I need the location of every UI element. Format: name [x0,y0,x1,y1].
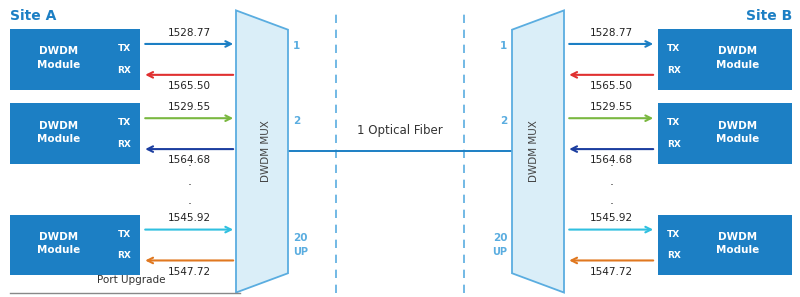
Text: 2: 2 [500,116,507,126]
Text: 1: 1 [500,41,507,51]
Polygon shape [236,10,288,293]
Text: 1529.55: 1529.55 [168,102,210,112]
Polygon shape [512,10,564,293]
Text: TX: TX [667,44,681,53]
Text: 1547.72: 1547.72 [590,267,633,277]
Text: 1545.92: 1545.92 [590,213,633,223]
FancyBboxPatch shape [658,214,792,276]
FancyBboxPatch shape [658,29,792,90]
Text: TX: TX [667,118,681,127]
Text: 2: 2 [293,116,300,126]
Text: 1 Optical Fiber: 1 Optical Fiber [357,124,443,137]
Text: 1565.50: 1565.50 [590,81,633,91]
Text: DWDM
Module: DWDM Module [37,232,81,255]
Text: DWDM MUX: DWDM MUX [529,121,539,182]
FancyBboxPatch shape [10,103,140,164]
Text: Port Upgrade: Port Upgrade [97,275,165,285]
Text: Site A: Site A [10,9,56,23]
Text: ·
·
·: · · · [610,160,614,211]
Text: RX: RX [118,140,131,149]
Text: Site B: Site B [746,9,792,23]
Text: 20: 20 [493,233,507,243]
Text: DWDM
Module: DWDM Module [716,232,760,255]
Text: UP: UP [492,247,507,257]
Text: TX: TX [118,44,131,53]
Text: 1: 1 [293,41,300,51]
Text: DWDM
Module: DWDM Module [37,46,81,69]
Text: 1547.72: 1547.72 [168,267,210,277]
Text: 1564.68: 1564.68 [590,155,633,165]
Text: 1528.77: 1528.77 [590,28,633,38]
Text: TX: TX [118,230,131,239]
Text: 1545.92: 1545.92 [168,213,210,223]
Text: 1528.77: 1528.77 [168,28,210,38]
Text: TX: TX [118,118,131,127]
Text: TX: TX [667,230,681,239]
Text: DWDM
Module: DWDM Module [37,121,81,144]
Text: 1565.50: 1565.50 [168,81,210,91]
Text: RX: RX [667,251,681,260]
Text: RX: RX [667,140,681,149]
Text: DWDM
Module: DWDM Module [716,121,760,144]
FancyBboxPatch shape [10,29,140,90]
Text: RX: RX [118,251,131,260]
Text: UP: UP [293,247,308,257]
Text: 1564.68: 1564.68 [168,155,210,165]
Text: RX: RX [118,66,131,75]
Text: RX: RX [667,66,681,75]
FancyBboxPatch shape [10,214,140,276]
Text: DWDM
Module: DWDM Module [716,46,760,69]
Text: ·
·
·: · · · [187,160,191,211]
Text: DWDM MUX: DWDM MUX [261,121,271,182]
FancyBboxPatch shape [658,103,792,164]
Text: 20: 20 [293,233,307,243]
Text: 1529.55: 1529.55 [590,102,633,112]
